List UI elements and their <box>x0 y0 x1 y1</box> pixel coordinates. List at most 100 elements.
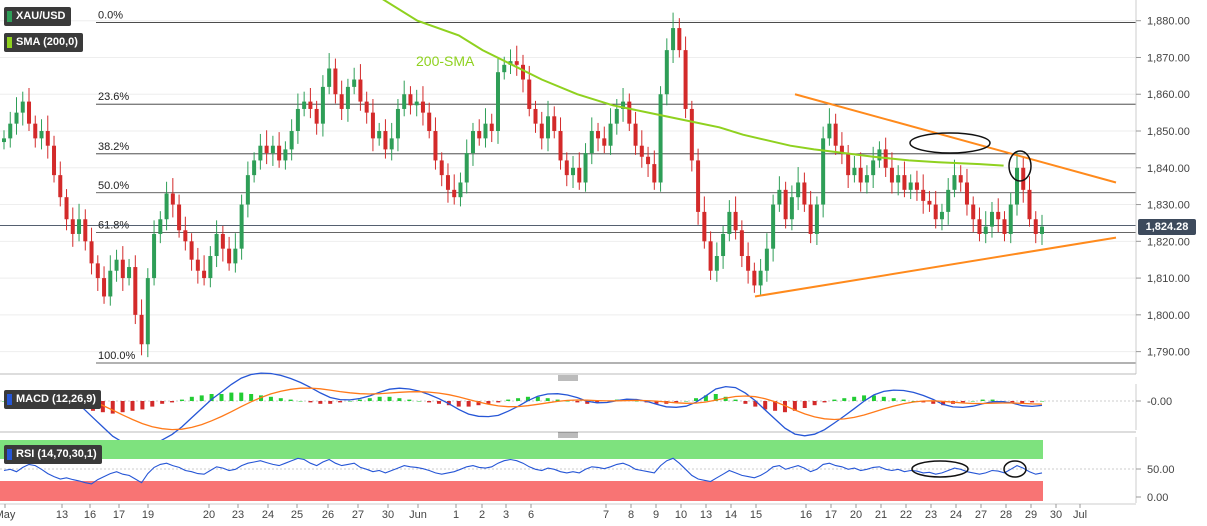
time-tick-label: 17 <box>825 509 837 521</box>
macd-histogram-bar <box>140 401 145 410</box>
time-tick-label: 10 <box>675 509 687 521</box>
candle-body <box>70 219 75 234</box>
symbol-badge[interactable]: XAU/USD <box>4 7 71 26</box>
macd-histogram-bar <box>160 401 165 404</box>
candle-body <box>308 101 313 109</box>
time-axis[interactable]: May1316171920232425262730Jun123678910131… <box>0 504 1087 521</box>
macd-histogram-bar <box>427 401 432 403</box>
candle-body <box>439 160 444 176</box>
time-tick-label: 22 <box>900 509 912 521</box>
macd-line <box>3 372 1043 448</box>
time-tick-label: Jun <box>409 509 427 521</box>
time-tick-label: May <box>0 509 16 521</box>
candle-body <box>52 145 57 176</box>
candle-body <box>764 248 769 271</box>
candle-body <box>608 123 613 146</box>
macd-histogram-bar <box>1020 401 1025 404</box>
candle-body <box>120 259 125 279</box>
candle-body <box>377 131 382 139</box>
macd-histogram-bar <box>703 395 708 401</box>
macd-histogram-bar <box>763 401 768 410</box>
candle-body <box>177 204 182 231</box>
candle-body <box>489 123 494 132</box>
candle-body <box>689 108 694 161</box>
fib-level-label: 38.2% <box>98 141 129 153</box>
price-axis[interactable]: 1,790.00 1,800.00 1,810.00 1,820.00 1,830.00… <box>1136 16 1190 359</box>
candle-body <box>302 101 307 109</box>
candle-body <box>220 233 225 249</box>
macd-histogram-bar <box>249 394 254 401</box>
macd-histogram-bar <box>338 401 343 403</box>
macd-histogram-bar <box>535 396 540 401</box>
time-tick-label: 30 <box>382 509 394 521</box>
rsi-tick-label: 0.00 <box>1147 492 1168 504</box>
time-tick-label: 19 <box>142 509 154 521</box>
candle-body <box>1008 204 1013 234</box>
macd-histogram-bar <box>674 401 679 403</box>
candle-body <box>270 145 275 154</box>
macd-histogram-bar <box>278 398 283 401</box>
rsi-pane[interactable]: 50.00 0.00 <box>0 440 1175 504</box>
macd-histogram-bar <box>871 395 876 401</box>
candle-body <box>902 175 907 190</box>
macd-histogram-bar <box>1030 401 1035 403</box>
macd-pane[interactable]: -0.00 <box>0 372 1172 448</box>
candle-body <box>852 167 857 176</box>
candle-body <box>89 241 94 264</box>
rsi-oversold-zone <box>0 481 1043 501</box>
candle-body <box>45 131 50 146</box>
macd-histogram-bar <box>219 394 224 401</box>
fib-level-label: 23.6% <box>98 91 129 103</box>
candle-body <box>414 101 419 106</box>
candle-body <box>1040 226 1044 234</box>
macd-histogram-bar <box>100 401 105 413</box>
candle-body <box>596 131 601 139</box>
trendlines <box>754 93 1117 298</box>
candle-body <box>1014 167 1019 205</box>
candle-body <box>658 94 663 183</box>
candle-body <box>264 145 269 154</box>
rsi-annotation-ellipse-2 <box>1003 460 1027 478</box>
candle-body <box>533 108 538 124</box>
macd-histogram-bar <box>150 401 155 407</box>
rsi-legend-badge[interactable]: RSI (14,70,30,1) <box>4 445 102 464</box>
candle-body <box>58 175 63 198</box>
pane-resize-handle-2[interactable] <box>558 432 578 438</box>
candle-body <box>896 175 901 183</box>
macd-legend-label: MACD (12,26,9) <box>16 393 97 405</box>
time-tick-label: 30 <box>1050 509 1062 521</box>
macd-histogram-bar <box>575 401 580 403</box>
sma-legend-badge[interactable]: SMA (200,0) <box>4 33 83 52</box>
macd-legend-badge[interactable]: MACD (12,26,9) <box>4 390 102 409</box>
candle-body <box>733 211 738 231</box>
time-tick-label: 20 <box>203 509 215 521</box>
macd-histogram-bar <box>832 399 837 401</box>
candle-body <box>946 189 951 212</box>
candle-body <box>77 219 82 234</box>
macd-histogram-bar <box>970 401 975 402</box>
candle-body <box>277 145 282 161</box>
candle-body <box>114 259 119 271</box>
candle-body <box>964 182 969 205</box>
candle-body <box>552 116 557 132</box>
candle-body <box>127 267 132 279</box>
candle-body <box>683 50 688 109</box>
time-tick-label: 13 <box>700 509 712 521</box>
candle-body <box>295 108 300 132</box>
pane-resize-handle-1[interactable] <box>558 375 578 381</box>
candle-body <box>558 131 563 161</box>
macd-histogram-bar <box>1010 401 1015 403</box>
macd-histogram-bar <box>308 401 313 403</box>
macd-histogram-bar <box>694 398 698 401</box>
price-pane[interactable]: 0.0%23.6%38.2%50.0%61.8%100.0% 200-SMA <box>0 0 1136 364</box>
candle-body <box>577 167 582 183</box>
macd-histogram-bar <box>891 398 896 401</box>
candle-body <box>283 149 288 161</box>
candle-body <box>320 86 325 124</box>
time-tick-label: 16 <box>84 509 96 521</box>
macd-histogram-bar <box>456 401 461 407</box>
candle-body <box>1033 219 1038 234</box>
time-tick-label: 9 <box>653 509 659 521</box>
candle-body <box>758 270 763 286</box>
candle-body <box>702 211 707 242</box>
